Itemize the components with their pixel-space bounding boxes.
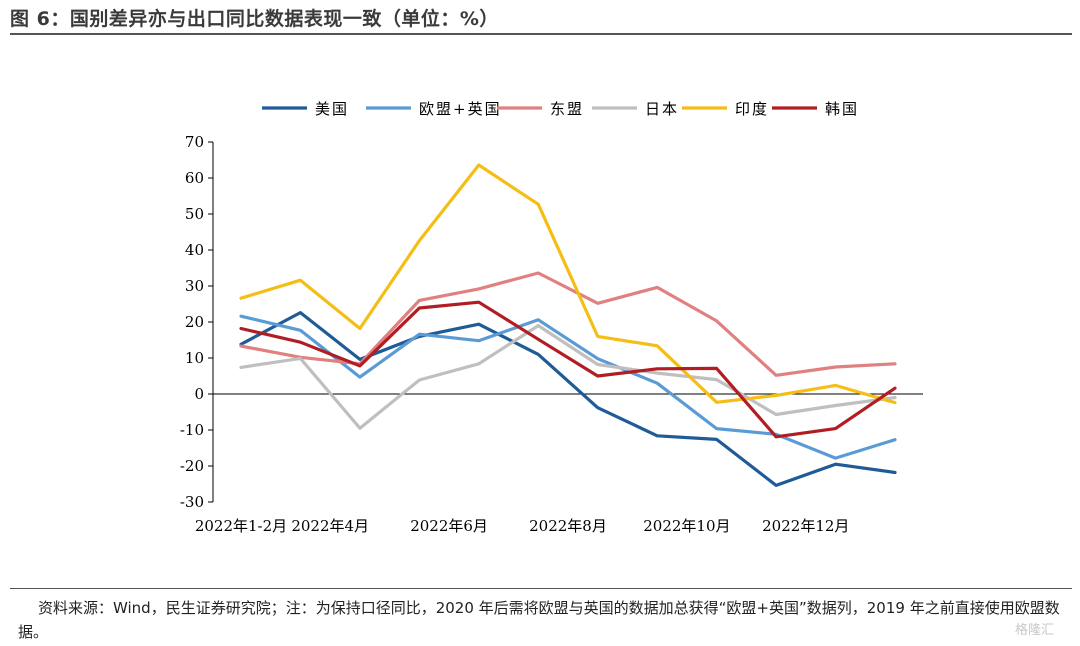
x-tick-label: 2022年12月 — [762, 517, 849, 535]
y-tick-label: 0 — [194, 385, 204, 403]
series-line-5 — [239, 300, 897, 439]
source-divider — [10, 588, 1072, 589]
series-line-3 — [239, 324, 897, 430]
x-tick-label: 2022年10月 — [643, 517, 730, 535]
watermark: 格隆汇 — [1014, 623, 1054, 638]
x-tick-label: 2022年8月 — [529, 517, 607, 535]
source-note: 资料来源：Wind，民生证券研究院；注：为保持口径同比，2020 年后需将欧盟与… — [18, 599, 1060, 641]
y-axis: 70 60 50 40 30 20 10 0 -10 -20 -30 — [180, 133, 214, 511]
x-tick-label: 2022年1-2月 — [195, 517, 287, 535]
series-line-4 — [239, 163, 897, 405]
x-tick-label: 2022年4月 — [291, 517, 369, 535]
series-layer — [239, 163, 897, 487]
chart-legend: 美国 欧盟+英国 东盟 日本 印度 韩国 — [262, 100, 859, 118]
legend-label: 东盟 — [550, 100, 584, 118]
series-line-1 — [239, 314, 897, 460]
y-tick-label: -30 — [180, 493, 204, 511]
y-tick-label: 20 — [185, 313, 204, 331]
y-tick-label: 60 — [185, 169, 204, 187]
series-line-0 — [239, 311, 897, 487]
title-divider — [10, 33, 1072, 35]
legend-label: 美国 — [315, 100, 349, 118]
y-tick-label: -10 — [180, 421, 204, 439]
y-tick-label: 40 — [185, 241, 204, 259]
figure-title: 图 6：国别差异亦与出口同比数据表现一致（单位：%） — [10, 8, 499, 30]
legend-label: 欧盟+英国 — [419, 100, 502, 118]
y-tick-label: 10 — [185, 349, 204, 367]
x-axis: 2022年1-2月 2022年4月 2022年6月 2022年8月 2022年10月 20… — [195, 393, 923, 535]
y-tick-label: -20 — [180, 457, 204, 475]
y-tick-label: 50 — [185, 205, 204, 223]
legend-label: 日本 — [645, 100, 679, 118]
y-tick-label: 30 — [185, 277, 204, 295]
line-chart: 美国 欧盟+英国 东盟 日本 印度 韩国 70 60 50 40 30 20 10 0 -10 -20 -30… — [180, 100, 923, 535]
y-tick-label: 70 — [185, 133, 204, 151]
series-line-2 — [239, 271, 897, 377]
legend-label: 印度 — [735, 100, 769, 118]
legend-label: 韩国 — [825, 100, 859, 118]
x-tick-label: 2022年6月 — [410, 517, 488, 535]
